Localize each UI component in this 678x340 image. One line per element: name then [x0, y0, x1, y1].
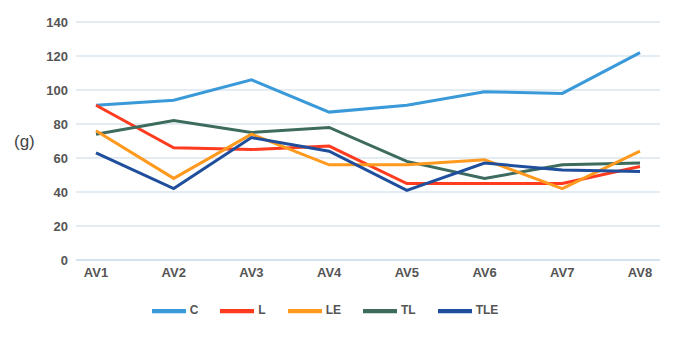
svg-text:AV3: AV3	[239, 265, 263, 280]
svg-text:60: 60	[54, 151, 68, 166]
svg-text:100: 100	[46, 83, 68, 98]
svg-text:AV5: AV5	[395, 265, 419, 280]
svg-text:120: 120	[46, 49, 68, 64]
svg-text:40: 40	[54, 185, 68, 200]
svg-text:AV8: AV8	[628, 265, 652, 280]
svg-text:20: 20	[54, 219, 68, 234]
html-text:TL: TL	[401, 303, 416, 318]
svg-text:80: 80	[54, 117, 68, 132]
svg-text:(g): (g)	[14, 132, 35, 151]
svg-text:AV4: AV4	[317, 265, 342, 280]
html-text:LE: LE	[325, 303, 341, 318]
svg-text:AV7: AV7	[550, 265, 574, 280]
svg-text:AV6: AV6	[472, 265, 496, 280]
html-text:C: C	[189, 303, 199, 318]
svg-text:0: 0	[61, 253, 68, 268]
svg-text:AV2: AV2	[162, 265, 186, 280]
svg-text:140: 140	[46, 15, 68, 30]
html-text:L: L	[258, 303, 266, 318]
svg-text:AV1: AV1	[84, 265, 108, 280]
html-text:TLE: TLE	[475, 303, 499, 318]
